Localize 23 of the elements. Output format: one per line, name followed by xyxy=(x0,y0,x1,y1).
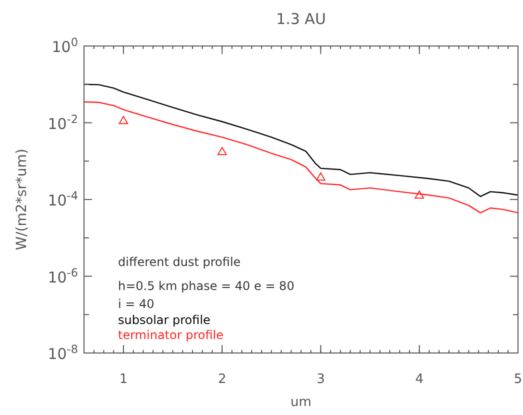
point xyxy=(316,172,326,181)
x-tick-label: 2 xyxy=(218,372,226,387)
y-tick-label: 10$^{-8}$ xyxy=(48,342,78,363)
text: terminator profile xyxy=(118,328,224,342)
chart-title: 1.3 AU xyxy=(276,10,326,28)
x-tick-label: 1 xyxy=(119,372,128,387)
x-tick-label: 4 xyxy=(415,372,424,387)
line-series xyxy=(84,101,518,214)
point xyxy=(414,190,424,199)
x-axis-title: um xyxy=(290,395,312,410)
x-tick-label: 5 xyxy=(514,372,522,387)
annotation: i = 40 xyxy=(118,297,154,311)
y-tick-label: 10$^{0}$ xyxy=(52,36,78,56)
point xyxy=(217,146,227,156)
annotation: h=0.5 km phase = 40 e = 80 xyxy=(118,279,294,293)
y-tick-label: 10$^{-2}$ xyxy=(48,112,78,133)
text: subsolar profile xyxy=(118,313,210,327)
y-tick-label: 10$^{-6}$ xyxy=(48,266,78,286)
x-tick-label: 3 xyxy=(316,372,325,387)
y-tick-label: 10$^{-4}$ xyxy=(48,189,78,210)
point xyxy=(118,116,128,124)
y-axis-title: W/(m2*sr*um) xyxy=(14,148,30,250)
annotation: different dust profile xyxy=(118,255,241,269)
